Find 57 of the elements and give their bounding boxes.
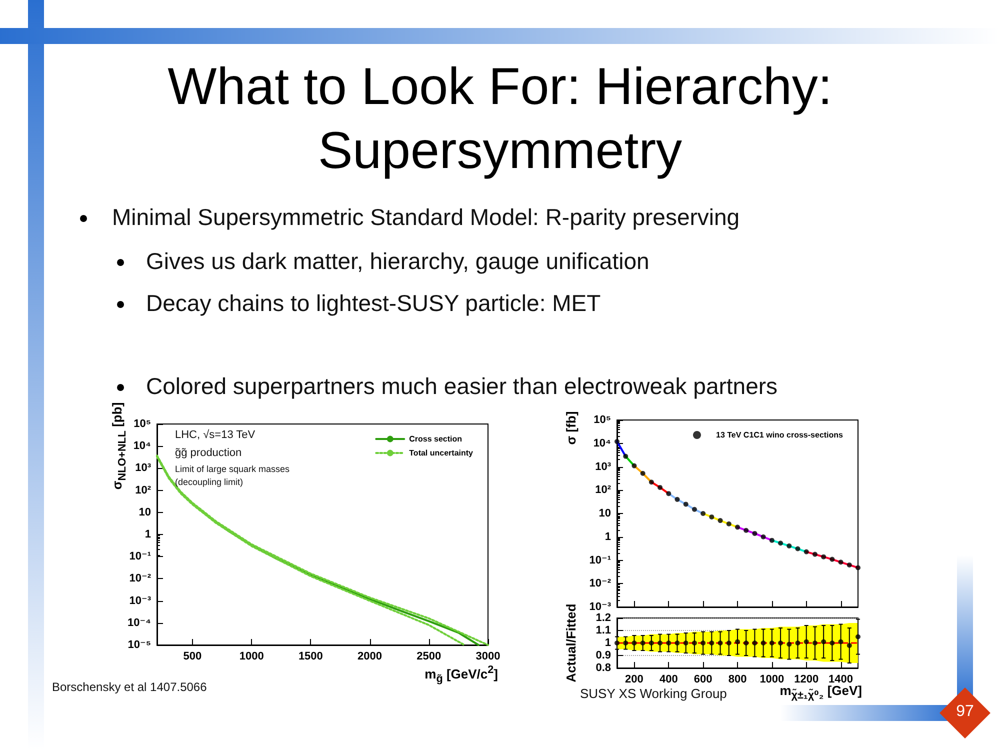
text: SUSY XS Working Group bbox=[580, 686, 727, 701]
x-tick-label: 1500 bbox=[298, 650, 323, 662]
y-tick-label: 10⁻² bbox=[589, 578, 612, 590]
y-tick-label: 10⁻⁵ bbox=[128, 639, 151, 651]
x-axis-title: m$_{g̃}$ [GeV/c$^{2}$] bbox=[424, 664, 498, 685]
x-tick-label: 2500 bbox=[416, 650, 442, 662]
legend-label: 13 TeV C1C1 wino cross-sections bbox=[716, 430, 844, 440]
x-axis-title: m$_{χ̃±₁χ̃⁰₂}$ [GeV] bbox=[780, 683, 862, 702]
y-tick-label: 10⁻¹ bbox=[129, 550, 152, 563]
y-axis-title: σ [fb] bbox=[564, 411, 578, 445]
y-tick-label: 10⁻⁴ bbox=[128, 616, 151, 629]
chart-title: What to Look For: Hierarchy: Supersymmetry bbox=[166, 57, 834, 182]
y-tick-label: 10 bbox=[138, 506, 151, 518]
x-tick-label: 500 bbox=[183, 650, 202, 662]
legend-label: Total uncertainty bbox=[409, 448, 474, 458]
y-tick-label: 10⁻³ bbox=[589, 601, 612, 613]
x-tick-label: 2000 bbox=[358, 650, 382, 662]
text: 97 bbox=[955, 703, 975, 721]
x-tick-label: 1000 bbox=[760, 674, 784, 686]
y-tick-label: 0.9 bbox=[596, 650, 611, 662]
y-tick-label: 10⁴ bbox=[133, 440, 151, 452]
text: Decay chains to lightest-SUSY particle: MET bbox=[146, 290, 601, 317]
y-tick-label: 1 bbox=[604, 530, 611, 543]
y-tick-label: 1 bbox=[144, 528, 151, 540]
y-tick-label: 10² bbox=[595, 484, 612, 496]
x-tick-label: 600 bbox=[694, 674, 712, 686]
x-tick-label: 3000 bbox=[476, 650, 500, 662]
y-tick-label: 10⁵ bbox=[594, 414, 611, 426]
y-tick-label: 1.2 bbox=[596, 612, 611, 624]
text: Minimal Supersymmetric Standard Model: R-parity preserving bbox=[112, 204, 740, 231]
y-tick-label: 10⁻³ bbox=[129, 594, 152, 607]
x-tick-label: 200 bbox=[625, 674, 644, 686]
x-tick-label: 400 bbox=[659, 674, 678, 686]
x-tick-label: 1400 bbox=[828, 674, 854, 686]
annotation: (decoupling limit) bbox=[175, 477, 244, 487]
y-tick-label: 0.8 bbox=[596, 662, 611, 674]
x-tick-label: 800 bbox=[728, 674, 747, 686]
y-tick-label: 10⁵ bbox=[134, 418, 151, 430]
y-tick-label: 10² bbox=[135, 484, 152, 496]
y-tick-label: 10⁻¹ bbox=[589, 554, 612, 566]
y-tick-label: 10⁴ bbox=[593, 437, 611, 450]
y-tick-label: 10³ bbox=[135, 462, 152, 474]
y-axis-title: Actual/Fitted bbox=[564, 604, 578, 682]
legend-label: Cross section bbox=[409, 434, 462, 444]
annotation: LHC, √s=13 TeV bbox=[175, 429, 256, 441]
x-tick-label: 1200 bbox=[794, 674, 819, 686]
annotation: Limit of large squark masses bbox=[175, 464, 290, 474]
y-tick-label: 10⁻² bbox=[129, 572, 152, 585]
text: Borschensky et al 1407.5066 bbox=[52, 680, 207, 694]
text: Colored superpartners much easier than electroweak partners bbox=[146, 373, 778, 400]
text: Gives us dark matter, hierarchy, gauge unification bbox=[146, 248, 650, 275]
y-tick-label: 1.1 bbox=[596, 624, 611, 636]
x-tick-label: 1000 bbox=[239, 650, 264, 662]
y-tick-label: 10³ bbox=[595, 460, 612, 473]
y-tick-label: 10 bbox=[598, 508, 611, 520]
annotation: g̃g̃ production bbox=[175, 447, 242, 459]
y-tick-label: 1 bbox=[604, 637, 611, 649]
